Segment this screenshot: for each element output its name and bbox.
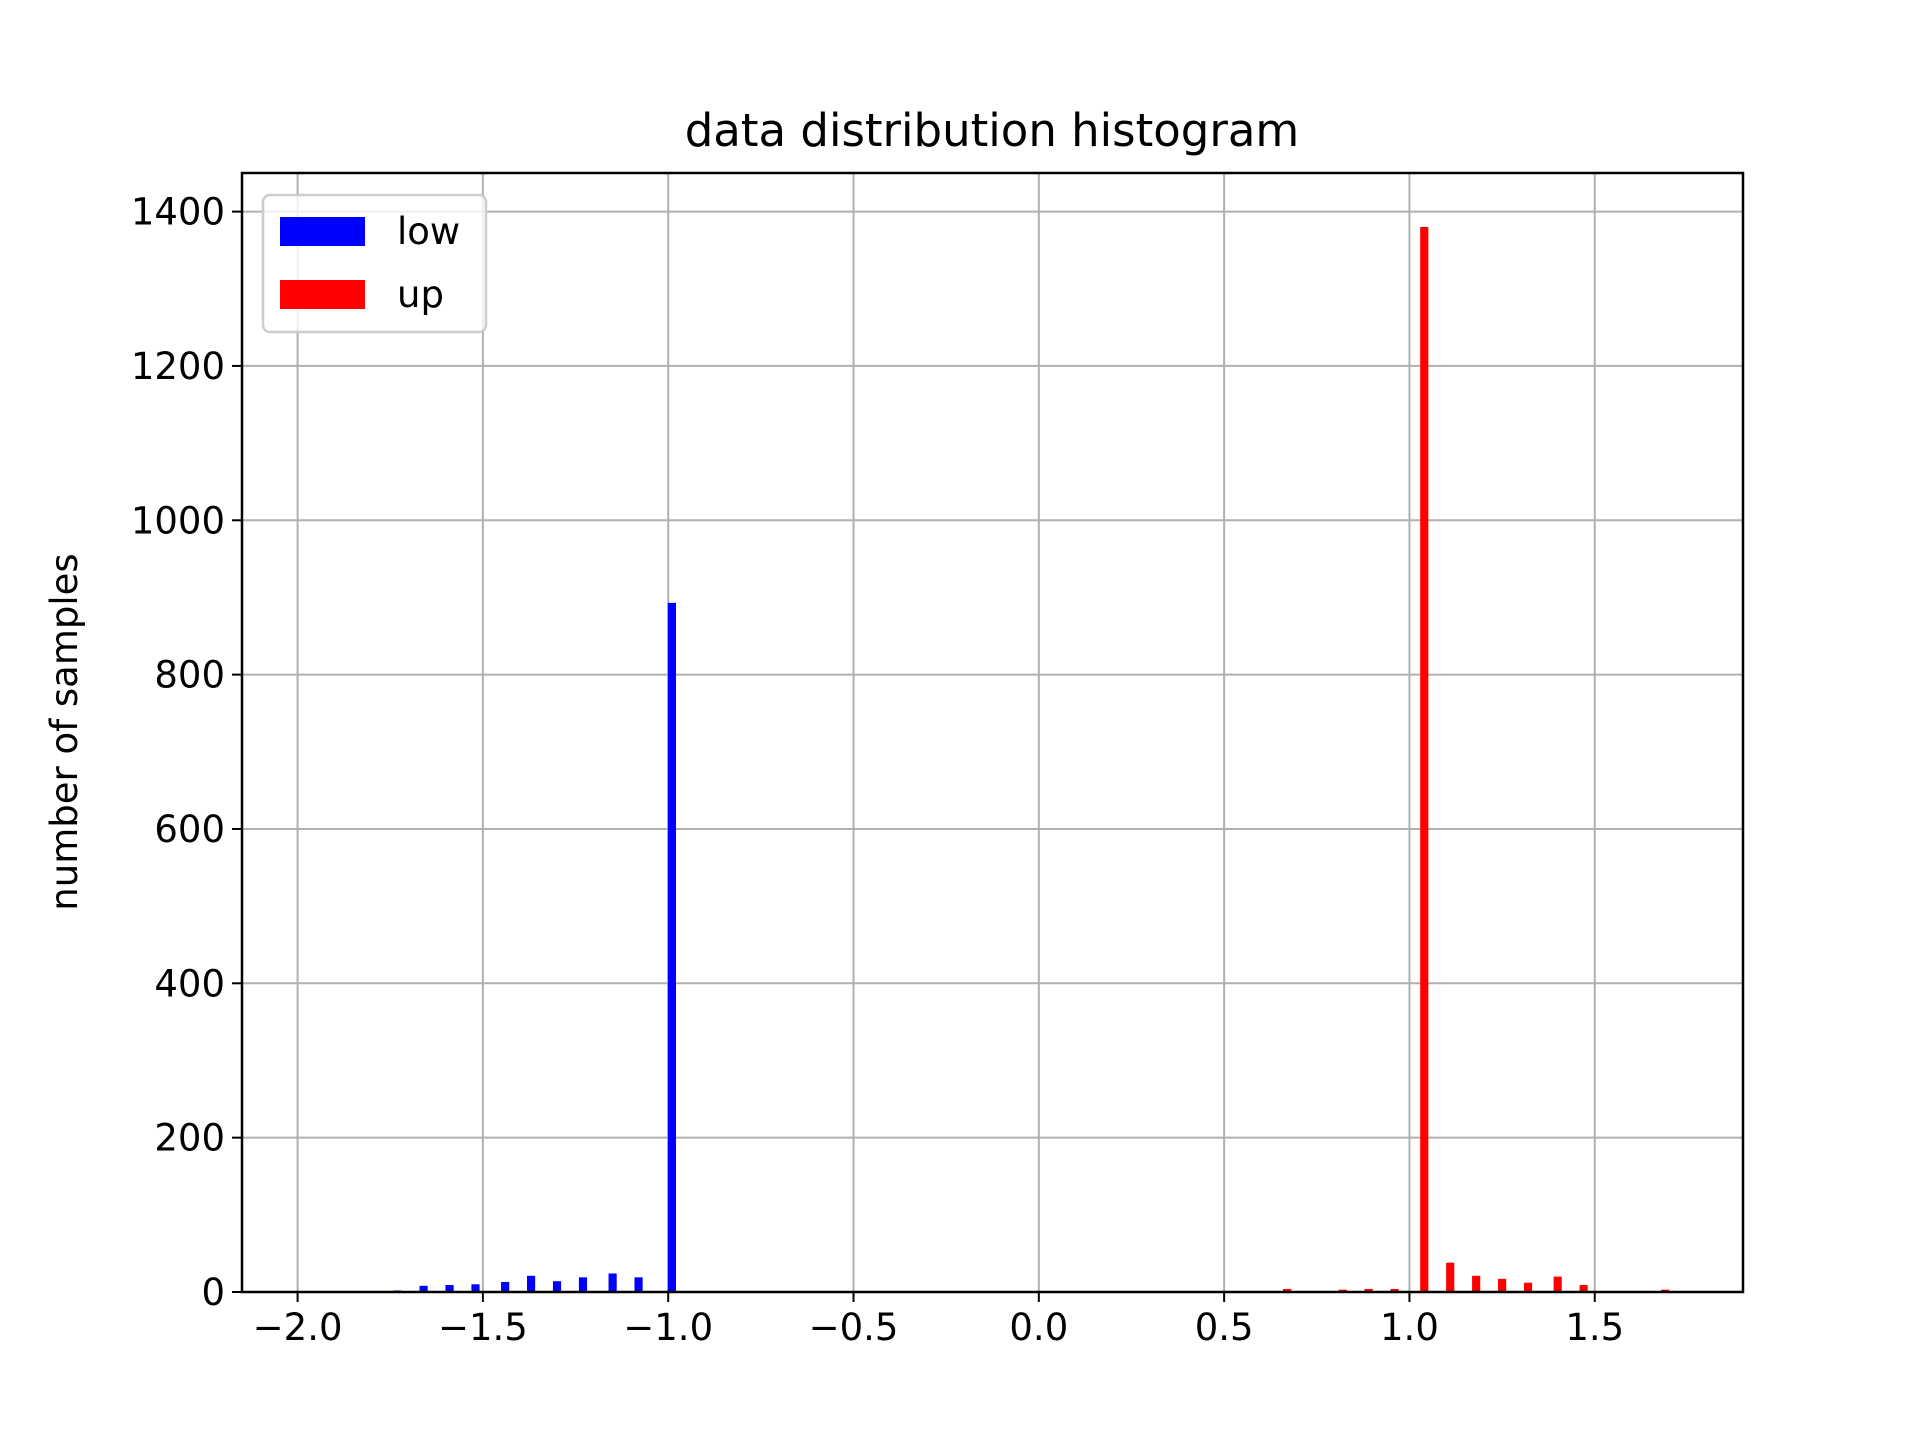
bar-low <box>471 1284 480 1292</box>
bar-low <box>608 1273 617 1292</box>
bar-up <box>1446 1262 1455 1292</box>
ticks: −2.0 −1.5 −1.0 −0.5 0.0 0.5 1.0 1.5 0 200 400 600 80… <box>131 191 1624 1349</box>
bar-low <box>667 602 676 1292</box>
plot-frame <box>240 171 1745 1294</box>
bar-up <box>1472 1275 1481 1292</box>
legend-label-low: low <box>397 210 460 253</box>
x-tick-label: 1.0 <box>1380 1306 1439 1349</box>
y-tick-label: 1000 <box>131 499 225 542</box>
y-tick-label: 0 <box>201 1271 225 1314</box>
bar-up <box>1523 1282 1533 1292</box>
y-axis-label: number of samples <box>43 553 86 910</box>
bar-up <box>1364 1288 1373 1292</box>
y-tick-label: 1400 <box>131 191 225 234</box>
y-tick-label: 400 <box>154 962 225 1005</box>
x-tick-label: 0.5 <box>1195 1306 1254 1349</box>
x-tick-label: 1.5 <box>1565 1306 1624 1349</box>
bar-up <box>1579 1285 1588 1292</box>
legend: low up <box>261 193 488 334</box>
bar-up <box>1283 1288 1292 1292</box>
legend-swatch-low <box>280 217 365 246</box>
x-tick-label: −1.0 <box>623 1306 713 1349</box>
bar-up <box>1420 227 1429 1292</box>
legend-label-up: up <box>397 273 444 316</box>
bars <box>393 227 1670 1292</box>
y-tick-label: 1200 <box>131 345 225 388</box>
legend-swatch-up <box>280 280 365 309</box>
x-tick-label: 0.0 <box>1009 1306 1068 1349</box>
bar-up <box>1498 1278 1507 1292</box>
y-tick-label: 600 <box>154 808 225 851</box>
bar-up <box>1553 1276 1562 1292</box>
bar-low <box>578 1277 588 1292</box>
y-tick-label: 200 <box>154 1117 225 1160</box>
chart-title: data distribution histogram <box>685 104 1300 157</box>
x-tick-label: −2.0 <box>253 1306 343 1349</box>
bar-low <box>445 1285 454 1292</box>
bar-low <box>527 1275 536 1292</box>
y-tick-label: 800 <box>154 654 225 697</box>
bar-low <box>552 1281 562 1292</box>
x-tick-label: −1.5 <box>438 1306 528 1349</box>
x-tick-label: −0.5 <box>809 1306 899 1349</box>
bar-up <box>1390 1288 1399 1292</box>
bar-low <box>634 1277 643 1292</box>
bar-low <box>419 1285 428 1292</box>
bar-low <box>501 1281 510 1292</box>
